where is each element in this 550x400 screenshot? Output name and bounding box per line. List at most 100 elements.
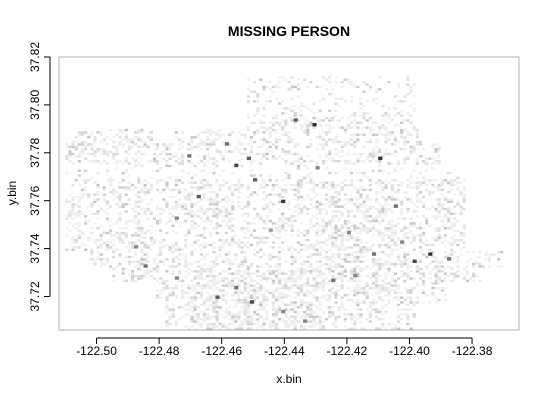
heatmap-cell xyxy=(174,231,178,235)
heatmap-cell xyxy=(77,169,81,172)
heatmap-cell xyxy=(234,320,238,323)
heatmap-cell xyxy=(177,198,182,201)
heatmap-cell xyxy=(337,198,341,201)
heatmap-cell xyxy=(390,322,394,326)
heatmap-cell xyxy=(328,308,332,311)
heatmap-cell xyxy=(337,159,341,163)
heatmap-cell xyxy=(396,277,401,280)
heatmap-cell xyxy=(400,114,404,117)
heatmap-cell xyxy=(306,107,310,110)
heatmap-cell xyxy=(134,143,138,146)
heatmap-cell xyxy=(359,133,363,137)
heatmap-cell xyxy=(303,267,307,271)
heatmap-cell xyxy=(134,231,138,235)
heatmap-cell xyxy=(84,148,88,151)
heatmap-cell xyxy=(253,159,257,163)
heatmap-cell xyxy=(134,260,138,263)
heatmap-cell xyxy=(84,243,88,247)
heatmap-cell xyxy=(156,162,160,165)
heatmap-cell xyxy=(400,318,404,321)
heatmap-cell xyxy=(134,250,138,254)
heatmap-cell xyxy=(281,195,285,199)
heatmap-cell xyxy=(293,277,297,280)
heatmap-cell xyxy=(143,231,147,235)
heatmap-cell xyxy=(340,239,344,242)
heatmap-cell xyxy=(127,243,131,247)
heatmap-cell xyxy=(409,152,413,156)
heatmap-cell xyxy=(90,159,94,163)
heatmap-cell xyxy=(403,157,407,160)
heatmap-cell xyxy=(318,270,322,273)
heatmap-cell xyxy=(262,207,266,211)
heatmap-cell xyxy=(206,131,210,134)
heatmap-cell xyxy=(378,159,382,163)
heatmap-cell xyxy=(371,152,376,156)
heatmap-cell xyxy=(184,255,188,259)
heatmap-cell xyxy=(331,181,335,184)
heatmap-cell xyxy=(375,308,379,311)
heatmap-cell xyxy=(212,315,216,319)
heatmap-cell xyxy=(146,210,150,213)
heatmap-cell xyxy=(274,140,279,144)
heatmap-cell xyxy=(350,253,354,256)
heatmap-cell xyxy=(303,262,307,266)
heatmap-cell xyxy=(359,155,363,158)
heatmap-cell xyxy=(396,100,401,103)
heatmap-cell xyxy=(237,179,241,182)
heatmap-cell xyxy=(290,322,294,326)
heatmap-cell xyxy=(196,145,200,148)
heatmap-cell xyxy=(209,315,213,319)
heatmap-cell xyxy=(290,109,294,113)
heatmap-cell xyxy=(174,243,178,247)
heatmap-cell xyxy=(390,143,394,146)
heatmap-cell xyxy=(359,222,363,225)
heatmap-cell xyxy=(440,203,444,206)
heatmap-cell xyxy=(362,267,366,271)
heatmap-cell xyxy=(112,155,116,158)
heatmap-cell xyxy=(115,145,119,148)
heatmap-cell xyxy=(331,159,335,163)
heatmap-cell xyxy=(353,239,357,242)
heatmap-cell xyxy=(268,131,272,134)
heatmap-cell xyxy=(224,310,228,314)
heatmap-cell xyxy=(174,284,178,287)
heatmap-cell xyxy=(174,219,178,223)
heatmap-cell xyxy=(324,298,329,302)
heatmap-cell xyxy=(415,143,419,146)
heatmap-cell xyxy=(278,306,282,309)
heatmap-cell xyxy=(412,248,416,251)
heatmap-cell xyxy=(246,282,250,285)
heatmap-cell xyxy=(134,203,138,206)
heatmap-cell xyxy=(193,286,197,290)
heatmap-cell xyxy=(306,246,310,249)
heatmap-cell xyxy=(212,284,216,287)
heatmap-cell xyxy=(299,291,304,295)
heatmap-cell xyxy=(65,198,69,201)
heatmap-cell xyxy=(390,119,394,122)
heatmap-cell xyxy=(381,205,385,208)
heatmap-cell xyxy=(318,284,322,287)
heatmap-cell xyxy=(146,136,150,139)
heatmap-cell xyxy=(421,279,426,283)
heatmap-cell xyxy=(293,327,297,330)
heatmap-cell xyxy=(368,116,372,120)
heatmap-cell xyxy=(206,215,210,218)
heatmap-cell xyxy=(428,277,432,280)
heatmap-cell xyxy=(199,248,203,251)
heatmap-cell xyxy=(268,145,272,148)
heatmap-cell xyxy=(246,100,250,103)
heatmap-cell xyxy=(306,289,310,292)
heatmap-cell xyxy=(343,274,347,278)
heatmap-cell xyxy=(315,119,319,122)
heatmap-cell xyxy=(271,124,275,127)
heatmap-cell xyxy=(265,152,269,156)
heatmap-cell xyxy=(77,133,81,137)
heatmap-cell xyxy=(271,270,275,273)
heatmap-cell xyxy=(387,229,391,232)
heatmap-cell xyxy=(149,231,153,235)
heatmap-cell xyxy=(359,231,363,235)
heatmap-cell xyxy=(324,262,329,266)
heatmap-cell xyxy=(312,284,316,287)
heatmap-cell xyxy=(393,265,397,268)
heatmap-cell xyxy=(418,246,422,249)
